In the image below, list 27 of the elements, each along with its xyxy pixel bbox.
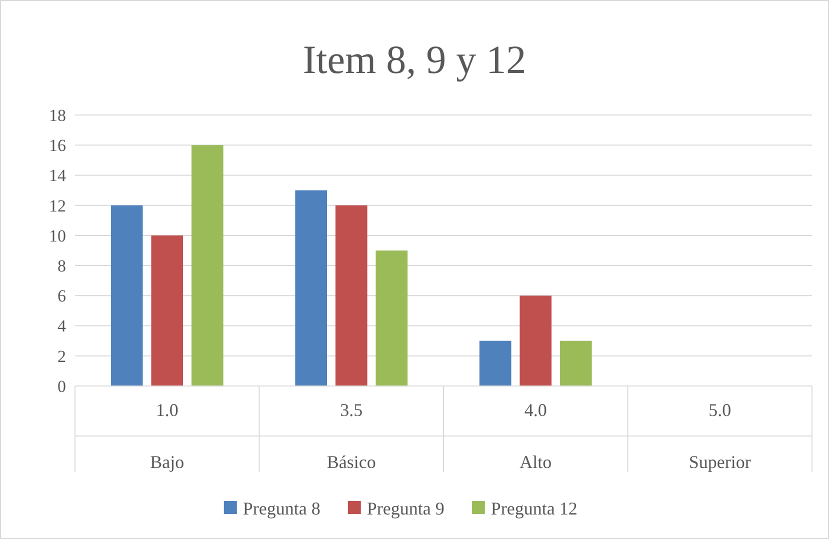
y-tick-label: 0 bbox=[58, 376, 66, 396]
y-tick-label: 12 bbox=[49, 196, 66, 216]
y-tick-label: 18 bbox=[49, 106, 66, 125]
bar bbox=[191, 145, 224, 386]
legend-label: Pregunta 9 bbox=[366, 498, 444, 518]
bar bbox=[335, 205, 368, 386]
y-tick-label: 10 bbox=[49, 226, 66, 246]
bar bbox=[376, 250, 408, 386]
bar bbox=[110, 205, 143, 386]
category-label: 5.0 Superior bbox=[688, 400, 751, 472]
y-tick-label: 16 bbox=[49, 136, 66, 156]
category-label: 3.5 Básico bbox=[326, 400, 376, 472]
bar bbox=[151, 235, 184, 386]
legend-label: Pregunta 12 bbox=[490, 498, 578, 518]
y-tick-label: 14 bbox=[49, 166, 66, 186]
category-label: 4.0 Alto bbox=[520, 400, 552, 472]
y-tick-label: 4 bbox=[58, 316, 66, 336]
chart-title: Item 8, 9 y 12 bbox=[302, 37, 526, 82]
bar bbox=[295, 190, 328, 386]
y-tick-label: 8 bbox=[58, 256, 66, 276]
y-tick-label: 6 bbox=[58, 286, 66, 306]
bar bbox=[479, 340, 512, 386]
bar bbox=[520, 296, 552, 386]
y-tick-label: 2 bbox=[58, 346, 66, 366]
legend-label: Pregunta 8 bbox=[242, 498, 320, 518]
category-label: 1.0 Bajo bbox=[150, 400, 184, 472]
bar bbox=[560, 340, 592, 386]
